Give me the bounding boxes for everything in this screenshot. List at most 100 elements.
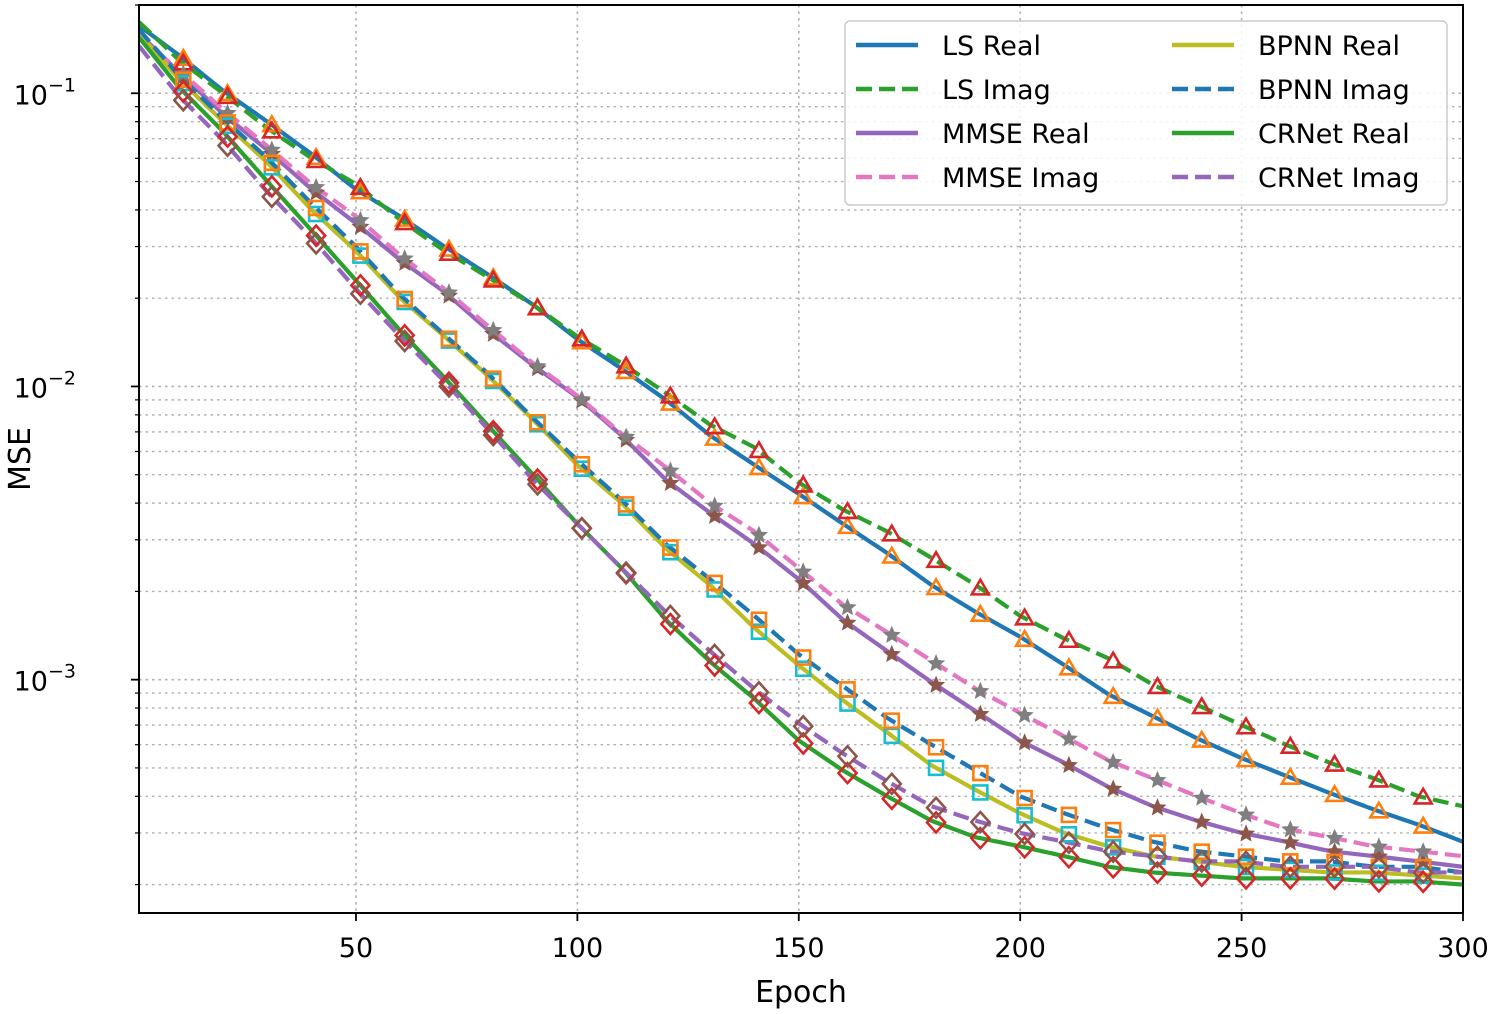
- marker-mmse-imag: [1192, 788, 1211, 806]
- marker-ls-imag: [393, 211, 416, 231]
- marker-crnet-imag: [482, 423, 504, 447]
- legend-label-mmse-imag: MMSE Imag: [942, 163, 1099, 194]
- marker-mmse-imag: [1104, 752, 1123, 771]
- marker-bpnn-real: [972, 784, 989, 801]
- marker-bpnn-imag: [573, 455, 591, 473]
- marker-mmse-imag: [661, 461, 680, 479]
- marker-ls-real: [1323, 783, 1346, 803]
- marker-ls-imag: [615, 355, 637, 374]
- marker-ls-real: [1368, 800, 1390, 819]
- marker-mmse-imag: [749, 525, 769, 543]
- marker-crnet-imag: [1412, 860, 1434, 885]
- marker-crnet-imag: [1013, 821, 1036, 846]
- y-tick-label: 10−3: [14, 661, 76, 698]
- marker-mmse-imag: [484, 320, 503, 339]
- marker-mmse-imag: [439, 283, 459, 301]
- marker-bpnn-imag: [1414, 859, 1432, 876]
- y-tick-label: 10−2: [14, 367, 76, 404]
- marker-bpnn-imag: [1060, 806, 1078, 824]
- x-tick-label: 200: [994, 933, 1046, 964]
- y-tick-label: 10−1: [14, 74, 76, 111]
- marker-crnet-imag: [526, 472, 549, 497]
- x-tick-label: 100: [552, 933, 604, 964]
- marker-crnet-imag: [659, 604, 682, 628]
- marker-crnet-real: [349, 273, 372, 298]
- marker-mmse-imag: [395, 249, 414, 267]
- marker-ls-real: [703, 427, 726, 446]
- marker-ls-imag: [792, 474, 814, 493]
- marker-crnet-imag: [1102, 839, 1124, 864]
- marker-crnet-imag: [1058, 830, 1080, 855]
- marker-mmse-imag: [1281, 820, 1300, 838]
- marker-crnet-imag: [571, 516, 593, 541]
- marker-bpnn-imag: [263, 154, 281, 172]
- marker-ls-imag: [881, 523, 903, 542]
- marker-ls-imag: [1102, 650, 1124, 669]
- marker-ls-imag: [1013, 607, 1036, 626]
- marker-mmse-real: [307, 183, 326, 201]
- legend-label-crnet-real: CRNet Real: [1258, 119, 1410, 150]
- marker-crnet-imag: [1323, 854, 1346, 879]
- marker-mmse-imag: [616, 427, 636, 445]
- marker-bpnn-imag: [484, 370, 502, 387]
- marker-ls-real: [1190, 729, 1213, 748]
- marker-ls-real: [261, 113, 283, 133]
- marker-mmse-imag: [1148, 770, 1167, 789]
- marker-bpnn-imag: [662, 539, 679, 556]
- legend-label-crnet-imag: CRNet Imag: [1258, 163, 1420, 194]
- marker-crnet-real: [748, 691, 770, 715]
- marker-crnet-real: [172, 79, 195, 104]
- marker-mmse-imag: [351, 210, 370, 229]
- marker-ls-real: [1146, 707, 1169, 726]
- x-tick-label: 50: [339, 933, 373, 964]
- marker-mmse-real: [1059, 755, 1078, 774]
- marker-mmse-imag: [1059, 729, 1078, 747]
- marker-crnet-real: [1013, 835, 1036, 860]
- legend-box: [844, 20, 1448, 206]
- marker-ls-real: [969, 603, 992, 622]
- marker-mmse-imag: [1015, 705, 1034, 724]
- marker-crnet-real: [393, 323, 416, 348]
- marker-crnet-real: [792, 731, 814, 756]
- marker-ls-imag: [216, 85, 239, 105]
- marker-bpnn-imag: [529, 414, 546, 431]
- marker-crnet-real: [881, 786, 903, 811]
- marker-crnet-imag: [925, 795, 947, 820]
- marker-mmse-real: [1236, 824, 1256, 842]
- marker-ls-imag: [571, 328, 593, 347]
- marker-crnet-imag: [305, 231, 327, 256]
- x-tick-label: 250: [1216, 933, 1268, 964]
- marker-ls-imag: [659, 385, 682, 404]
- marker-bpnn-imag: [706, 574, 723, 592]
- marker-mmse-imag: [882, 625, 901, 643]
- marker-ls-imag: [482, 269, 505, 288]
- marker-crnet-real: [261, 174, 283, 199]
- marker-crnet-real: [526, 467, 549, 492]
- marker-ls-real: [1102, 685, 1124, 705]
- marker-ls-imag: [1058, 629, 1080, 649]
- marker-ls-imag: [925, 549, 947, 569]
- legend-label-ls-imag: LS Imag: [942, 75, 1051, 106]
- marker-crnet-real: [703, 653, 726, 678]
- marker-crnet-imag: [1190, 849, 1213, 874]
- marker-crnet-imag: [393, 329, 416, 353]
- marker-ls-real: [748, 456, 770, 476]
- marker-crnet-real: [1102, 855, 1124, 880]
- marker-bpnn-real: [1326, 864, 1343, 881]
- marker-crnet-imag: [438, 374, 460, 399]
- marker-mmse-imag: [307, 177, 326, 196]
- marker-mmse-real: [1015, 733, 1034, 751]
- marker-crnet-imag: [1279, 854, 1302, 879]
- marker-crnet-imag: [1146, 844, 1169, 869]
- y-axis-label: MSE: [3, 427, 38, 491]
- marker-crnet-real: [836, 761, 859, 786]
- marker-ls-real: [925, 576, 947, 596]
- axis-ticks: 50 100 150 200 250 300 10−1 10−2 10−3: [14, 4, 1489, 964]
- marker-mmse-real: [351, 217, 370, 235]
- marker-crnet-real: [1146, 860, 1169, 885]
- marker-bpnn-imag: [440, 330, 458, 348]
- marker-crnet-real: [1190, 863, 1213, 888]
- marker-mmse-real: [1148, 798, 1167, 816]
- marker-ls-real: [1279, 766, 1302, 785]
- marker-crnet-imag: [703, 643, 726, 667]
